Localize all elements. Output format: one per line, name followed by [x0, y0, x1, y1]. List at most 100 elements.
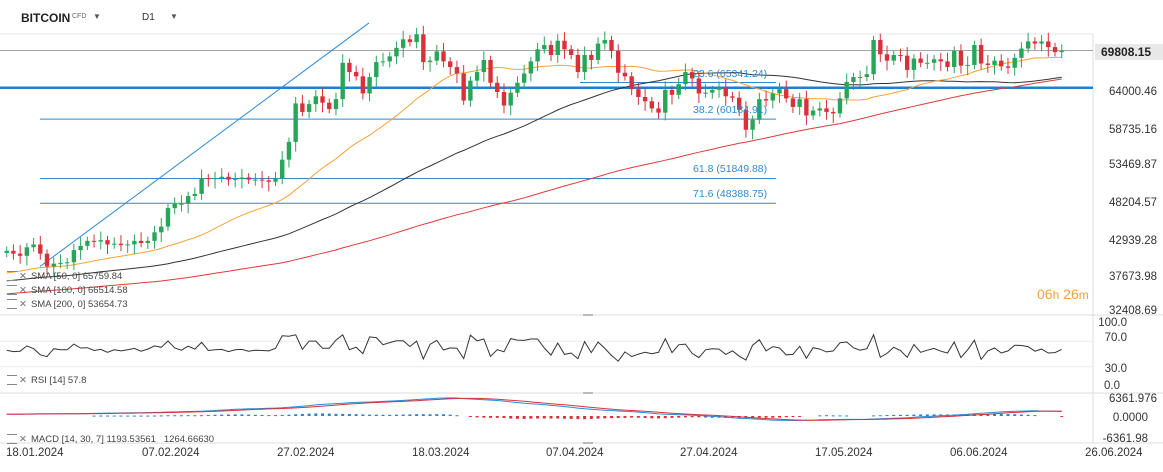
candle-body — [663, 89, 668, 113]
close-icon[interactable]: ✕ — [19, 271, 27, 282]
macd-axis-label: 6361.976 — [1109, 393, 1157, 405]
settings-icon[interactable] — [7, 434, 17, 445]
candle-body — [676, 84, 681, 95]
candle-body — [78, 245, 83, 251]
candle-body — [656, 108, 661, 113]
price-axis-label: 58735.16 — [1109, 124, 1157, 136]
close-icon[interactable]: ✕ — [19, 299, 27, 310]
candle-body — [642, 96, 648, 102]
candle-body — [649, 101, 655, 109]
price-axis-label: 48204.57 — [1109, 197, 1157, 209]
date-axis-label: 26.06.2024 — [1085, 447, 1143, 459]
candle-body — [857, 77, 863, 79]
macd-histogram-bar — [220, 414, 224, 416]
candle-body — [972, 44, 977, 65]
close-icon[interactable]: ✕ — [19, 375, 27, 386]
macd-histogram-bar — [831, 415, 835, 417]
rsi-axis-label: 100.0 — [1098, 317, 1127, 329]
candle-body — [333, 99, 339, 110]
close-icon[interactable]: ✕ — [19, 285, 27, 296]
macd-histogram-bar — [643, 416, 647, 418]
macd-axis-label: 0.0000 — [1112, 412, 1148, 424]
macd-histogram-bar — [421, 414, 425, 416]
macd-histogram-bar — [455, 415, 459, 417]
macd-legend[interactable]: ✕ MACD [14, 30, 7] 1193.53561 1264.66630 — [7, 434, 214, 445]
sma200-legend[interactable]: ✕ SMA [200, 0] 53654.73 — [7, 299, 128, 310]
candle-body — [145, 240, 151, 243]
macd-histogram-bar — [354, 414, 358, 416]
candle-body — [71, 250, 77, 263]
rsi-legend[interactable]: ✕ RSI [14] 57.8 — [7, 375, 86, 386]
macd-histogram-bar — [912, 414, 916, 416]
candle-body — [152, 232, 157, 241]
symbol-label[interactable]: BITCOIN — [21, 11, 71, 25]
candle-body — [38, 244, 43, 254]
candle-body — [784, 89, 789, 99]
candle-body — [387, 56, 392, 62]
macd-histogram-bar — [616, 416, 620, 418]
candle-body — [327, 102, 332, 110]
fib-label: 71.6 (48388.75) — [693, 188, 768, 200]
sma100-legend[interactable]: ✕ SMA [100, 0] 66514.58 — [7, 285, 128, 296]
settings-icon[interactable] — [7, 299, 17, 310]
macd-histogram-bar — [374, 414, 378, 416]
macd-histogram-bar — [253, 414, 257, 416]
price-axis-label: 53469.87 — [1109, 159, 1157, 171]
macd-histogram-bar — [260, 414, 264, 416]
date-axis-label: 27.02.2024 — [277, 447, 335, 459]
candle-body — [911, 58, 917, 70]
macd-histogram-bar — [636, 416, 640, 418]
macd-histogram-bar — [159, 415, 163, 417]
macd-histogram-bar — [381, 414, 385, 416]
candle-body — [239, 177, 245, 179]
macd-histogram-bar — [583, 416, 587, 420]
candle-body — [824, 108, 829, 112]
candle-body — [515, 82, 520, 93]
macd-histogram-bar — [489, 416, 493, 418]
sma50-line — [6, 56, 1062, 274]
macd-histogram-bar — [690, 416, 694, 418]
symbol-dropdown-icon[interactable]: ▼ — [93, 12, 101, 21]
candle-body — [306, 104, 312, 112]
date-axis-label: 18.03.2024 — [412, 447, 470, 459]
timeframe-label[interactable]: D1 — [142, 12, 155, 23]
candle-body — [1032, 41, 1038, 44]
macd-histogram-bar — [146, 415, 150, 417]
candle-body — [17, 253, 23, 256]
macd-histogram-bar — [1060, 416, 1064, 417]
candle-body — [31, 244, 36, 248]
timeframe-dropdown-icon[interactable]: ▼ — [170, 12, 178, 21]
candle-body — [286, 141, 292, 160]
candle-body — [199, 178, 204, 194]
macd-histogram-bar — [347, 414, 351, 416]
settings-icon[interactable] — [7, 285, 17, 296]
settings-icon[interactable] — [7, 375, 17, 386]
macd-histogram-bar — [556, 416, 560, 419]
settings-icon[interactable] — [7, 271, 17, 282]
candle-body — [91, 240, 97, 242]
candle-body — [904, 55, 910, 70]
macd-histogram-bar — [274, 415, 277, 417]
candle-body — [985, 63, 991, 65]
macd-histogram-bar — [576, 416, 580, 420]
sma50-legend[interactable]: ✕ SMA [50, 0] 65759.84 — [7, 271, 122, 282]
macd-histogram-bar — [226, 414, 230, 416]
macd-histogram-bar — [757, 416, 761, 418]
macd-histogram-bar — [589, 416, 593, 419]
candle-body — [575, 54, 581, 73]
candle-body — [636, 89, 641, 97]
macd-histogram-bar — [99, 415, 103, 417]
candle-body — [555, 40, 560, 55]
candle-body — [232, 178, 238, 180]
last-price-tag: 69808.15 — [1095, 44, 1163, 60]
macd-histogram-bar — [697, 416, 701, 418]
candle-body — [804, 99, 809, 116]
rsi-text: RSI [14] 57.8 — [30, 375, 87, 386]
candle-body — [938, 59, 943, 62]
candle-body — [616, 50, 621, 73]
candle-body — [414, 34, 419, 43]
macd-histogram-bar — [321, 413, 325, 416]
macd-histogram-bar — [542, 416, 546, 419]
close-icon[interactable]: ✕ — [19, 434, 27, 445]
